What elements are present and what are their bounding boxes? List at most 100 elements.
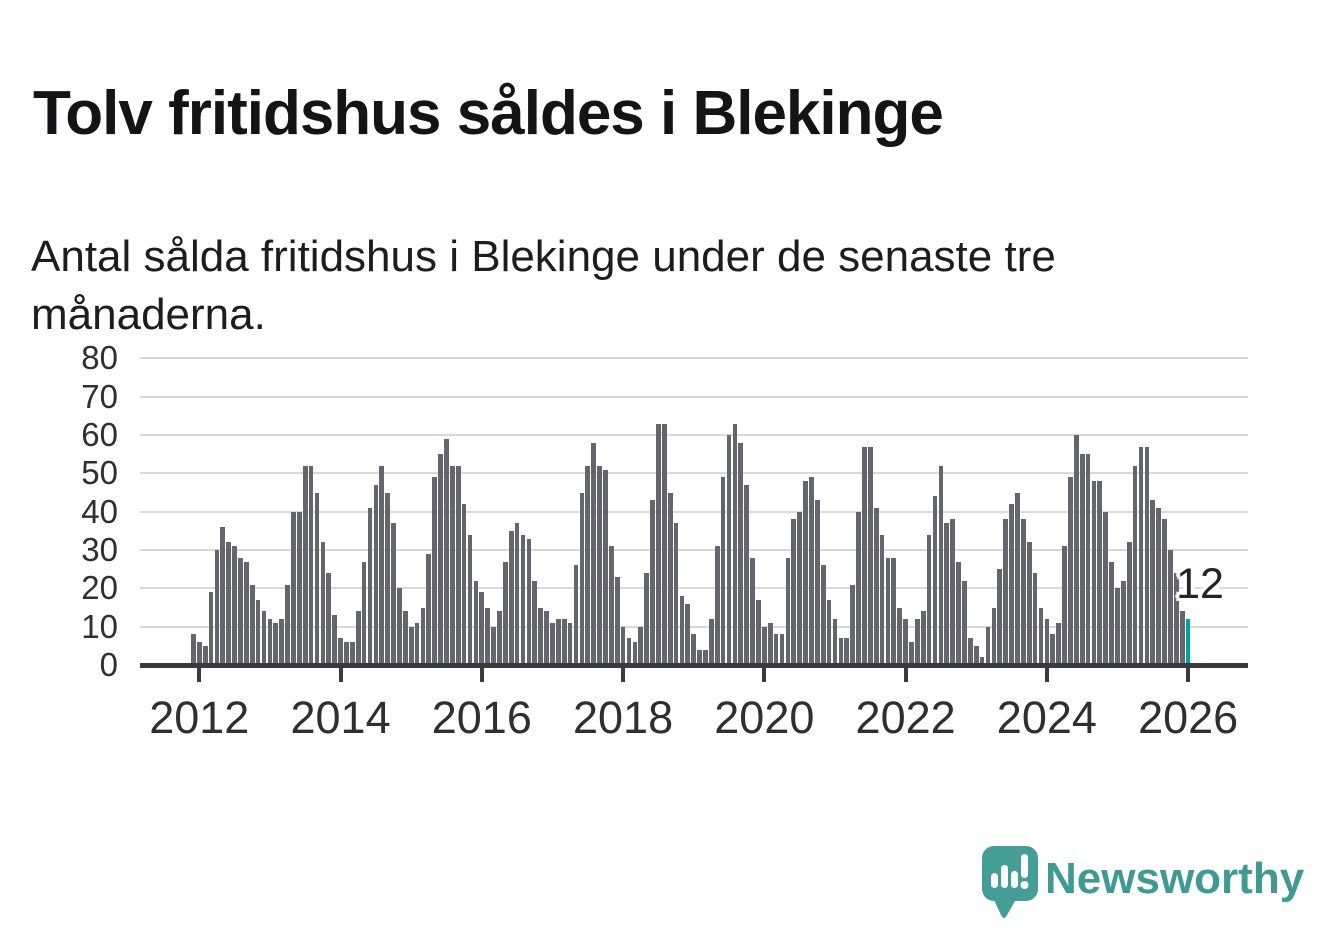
x-tick-2022 xyxy=(903,668,908,682)
gridline-30 xyxy=(140,549,1248,551)
bar xyxy=(991,607,997,665)
bar xyxy=(414,622,420,665)
bar xyxy=(1091,481,1097,665)
bar xyxy=(909,642,914,665)
bar xyxy=(520,534,526,665)
bar xyxy=(291,511,296,665)
page-title: Tolv fritidshus såldes i Blekinge xyxy=(33,78,944,148)
bar xyxy=(550,622,555,665)
bar xyxy=(656,423,661,665)
bar xyxy=(220,527,226,665)
bar xyxy=(1068,477,1073,665)
bar xyxy=(579,492,585,665)
bar xyxy=(726,435,732,665)
bar-chart: 0 10 20 30 40 50 60 70 80 2012 2014 2016 2018 2020 202… xyxy=(81,339,1248,743)
bar xyxy=(244,561,249,665)
bar xyxy=(326,573,332,665)
bar xyxy=(438,454,443,665)
bar xyxy=(873,507,879,665)
gridline-10 xyxy=(140,625,1248,628)
bar xyxy=(267,619,273,665)
bar xyxy=(1038,607,1044,665)
x-axis-line xyxy=(140,663,1248,668)
bar xyxy=(850,584,855,665)
bar xyxy=(497,611,502,665)
bar xyxy=(1062,546,1067,665)
x-tick-2024 xyxy=(1044,668,1049,682)
bar xyxy=(1103,511,1109,665)
bar xyxy=(773,634,779,665)
bar xyxy=(797,511,802,665)
bar xyxy=(1003,519,1008,665)
highlight-bar xyxy=(1185,619,1191,665)
bar xyxy=(567,622,573,665)
bar xyxy=(1132,465,1138,665)
bar xyxy=(561,619,567,665)
bar xyxy=(526,538,532,665)
x-axis-label-2022: 2022 xyxy=(855,692,956,743)
y-axis-label-20: 20 xyxy=(81,569,118,607)
bar xyxy=(897,607,903,665)
x-tick-2014 xyxy=(338,668,343,682)
y-axis-label-40: 40 xyxy=(81,492,118,530)
bar xyxy=(938,465,944,665)
bar xyxy=(844,638,850,665)
bar xyxy=(338,638,343,665)
bar xyxy=(673,523,679,665)
bar xyxy=(1015,492,1020,665)
bar xyxy=(691,634,697,665)
chart-subtitle: Antal sålda fritidshus i Blekinge under … xyxy=(31,228,1211,344)
bar xyxy=(915,619,920,665)
bar xyxy=(1115,588,1120,665)
bar xyxy=(491,626,496,665)
bar xyxy=(1097,481,1103,665)
bar xyxy=(1138,446,1144,665)
bar xyxy=(208,592,214,665)
bar xyxy=(985,626,991,665)
bar xyxy=(1056,622,1061,665)
bar xyxy=(744,484,750,665)
bar xyxy=(296,511,302,665)
bar xyxy=(644,573,649,665)
bar xyxy=(632,642,638,665)
bar xyxy=(349,642,355,665)
bar xyxy=(473,580,479,665)
bar xyxy=(226,542,232,665)
bar xyxy=(603,469,608,665)
bar xyxy=(750,557,755,665)
bar xyxy=(703,649,708,665)
bar xyxy=(1079,454,1085,665)
bar xyxy=(444,438,449,665)
y-axis-label-80: 80 xyxy=(81,339,118,377)
subtitle-line-2: månaderna. xyxy=(31,290,266,339)
bar xyxy=(373,484,379,665)
bar xyxy=(879,534,885,665)
bar xyxy=(344,642,349,665)
bar xyxy=(814,500,820,665)
subtitle-line-1: Antal sålda fritidshus i Blekinge under … xyxy=(31,232,1056,281)
bar xyxy=(355,611,361,665)
bar xyxy=(738,442,744,665)
bar xyxy=(661,423,667,665)
bar xyxy=(638,626,644,665)
gridline-50 xyxy=(140,472,1248,475)
bar xyxy=(1179,611,1185,665)
y-axis-label-10: 10 xyxy=(81,607,118,645)
bar xyxy=(255,599,261,665)
y-axis-label-0: 0 xyxy=(99,646,118,683)
bar xyxy=(885,557,891,665)
y-axis-label-50: 50 xyxy=(81,454,118,492)
bar xyxy=(249,584,255,665)
gridline-60 xyxy=(140,434,1248,436)
bar xyxy=(1144,446,1150,665)
gridline-40 xyxy=(140,510,1248,513)
bar xyxy=(920,611,926,665)
bar xyxy=(191,634,196,665)
gridline-20 xyxy=(140,587,1248,590)
bar xyxy=(1174,573,1179,665)
x-tick-2026 xyxy=(1186,668,1191,682)
bar xyxy=(1026,542,1032,665)
bar xyxy=(461,504,467,665)
bar xyxy=(597,465,602,665)
bar xyxy=(214,550,220,665)
